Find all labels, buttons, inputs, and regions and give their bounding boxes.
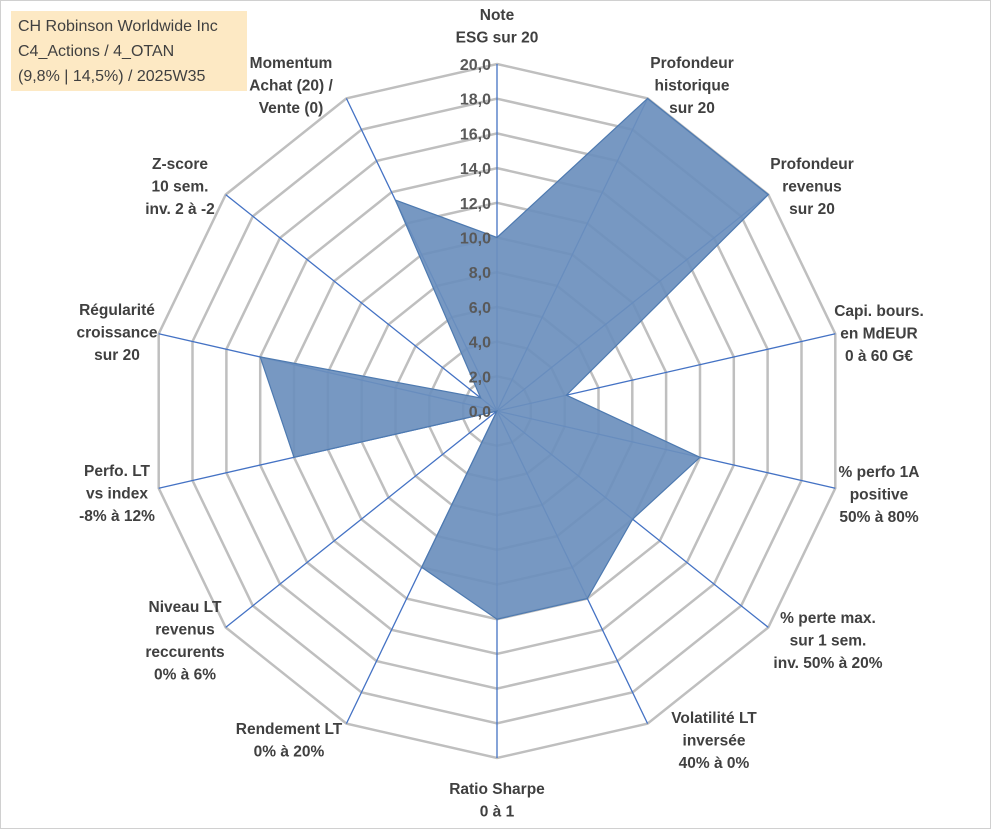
axis-label-6-line-0: Volatilité LT xyxy=(671,710,757,727)
axis-label-3: Capi. bours. en MdEUR 0 à 60 G€ xyxy=(834,303,924,365)
axis-label-0-line-0: Note xyxy=(480,7,515,24)
axis-label-6-line-2: 40% à 0% xyxy=(679,755,750,772)
axis-label-1-line-0: Profondeur xyxy=(650,55,734,72)
axis-label-9-line-0: Niveau LT xyxy=(149,599,222,616)
axis-label-5: % perte max. sur 1 sem. inv. 50% à 20% xyxy=(773,610,882,672)
axis-label-1: Profondeur historique sur 20 xyxy=(650,55,734,117)
axis-label-10-line-1: vs index xyxy=(86,486,148,503)
axis-spoke-12 xyxy=(225,194,498,412)
axis-label-11-line-1: croissance xyxy=(77,325,158,342)
series-area xyxy=(259,97,770,620)
axis-label-11-line-0: Régularité xyxy=(79,302,155,319)
axis-label-8: Rendement LT 0% à 20% xyxy=(236,721,343,761)
axis-label-3-line-0: Capi. bours. xyxy=(834,303,924,320)
axis-label-12-line-0: Z-score xyxy=(152,156,208,173)
axis-label-13-line-2: Vente (0) xyxy=(259,100,324,117)
axis-label-3-line-2: 0 à 60 G€ xyxy=(845,348,913,365)
title-line-2: C4_Actions / 4_OTAN xyxy=(18,43,175,60)
axis-label-9: Niveau LT revenus reccurents 0% à 6% xyxy=(145,599,224,684)
radar-series xyxy=(259,97,770,620)
tick-label-7: 14,0 xyxy=(460,161,491,178)
tick-label-3: 6,0 xyxy=(469,300,491,317)
axis-label-5-line-1: sur 1 sem. xyxy=(790,633,867,650)
axis-label-9-line-2: reccurents xyxy=(145,644,224,661)
axis-label-13: Momentum Achat (20) / Vente (0) xyxy=(249,55,333,117)
axis-label-0-line-1: ESG sur 20 xyxy=(456,30,539,47)
axis-label-2-line-2: sur 20 xyxy=(789,201,835,218)
axis-label-5-line-0: % perte max. xyxy=(780,610,876,627)
axis-label-10: Perfo. LT vs index -8% à 12% xyxy=(79,463,155,525)
tick-label-0: 0,0 xyxy=(469,404,491,421)
axis-spoke-9 xyxy=(225,410,498,628)
axis-label-10-line-0: Perfo. LT xyxy=(84,463,151,480)
axis-label-1-line-2: sur 20 xyxy=(669,100,715,117)
axis-label-11-line-2: sur 20 xyxy=(94,347,140,364)
axis-label-6: Volatilité LT inversée 40% à 0% xyxy=(671,710,757,772)
axis-label-12-line-1: 10 sem. xyxy=(152,179,209,196)
axis-label-12-line-2: inv. 2 à -2 xyxy=(145,201,215,218)
axis-label-8-line-1: 0% à 20% xyxy=(254,744,325,761)
axis-label-11: Régularité croissance sur 20 xyxy=(77,302,158,364)
axis-label-9-line-3: 0% à 6% xyxy=(154,667,216,684)
axis-label-7: Ratio Sharpe 0 à 1 xyxy=(449,781,545,821)
tick-label-4: 8,0 xyxy=(469,265,491,282)
radar-axis-labels: Note ESG sur 20 Profondeur historique sur 20… xyxy=(77,7,924,821)
axis-label-13-line-1: Achat (20) / xyxy=(249,78,333,95)
title-line-1: CH Robinson Worldwide Inc xyxy=(18,18,218,35)
axis-label-9-line-1: revenus xyxy=(155,622,214,639)
axis-label-2-line-1: revenus xyxy=(782,179,841,196)
axis-label-12: Z-score 10 sem. inv. 2 à -2 xyxy=(145,156,215,218)
title-box: CH Robinson Worldwide Inc C4_Actions / 4… xyxy=(11,11,247,91)
radar-tick-labels: 0,0 2,0 4,0 6,0 8,0 10,0 12,0 14,0 16,0 18,0 20,0 xyxy=(460,57,491,421)
axis-label-1-line-1: historique xyxy=(655,78,730,95)
tick-label-2: 4,0 xyxy=(469,335,491,352)
tick-label-10: 20,0 xyxy=(460,57,491,74)
axis-label-4-line-1: positive xyxy=(850,487,909,504)
axis-label-4: % perfo 1A positive 50% à 80% xyxy=(839,464,920,526)
tick-label-9: 18,0 xyxy=(460,92,491,109)
axis-label-7-line-1: 0 à 1 xyxy=(480,804,515,821)
axis-label-7-line-0: Ratio Sharpe xyxy=(449,781,545,798)
axis-label-8-line-0: Rendement LT xyxy=(236,721,343,738)
axis-label-0: Note ESG sur 20 xyxy=(456,7,539,47)
axis-label-2: Profondeur revenus sur 20 xyxy=(770,156,854,218)
tick-label-6: 12,0 xyxy=(460,196,491,213)
axis-label-5-line-2: inv. 50% à 20% xyxy=(773,655,882,672)
title-line-3: (9,8% | 14,5%) / 2025W35 xyxy=(18,68,206,85)
tick-label-5: 10,0 xyxy=(460,231,491,248)
axis-label-13-line-0: Momentum xyxy=(250,55,333,72)
tick-label-1: 2,0 xyxy=(469,369,491,386)
axis-label-6-line-1: inversée xyxy=(683,733,746,750)
axis-label-4-line-0: % perfo 1A xyxy=(839,464,920,481)
axis-label-2-line-0: Profondeur xyxy=(770,156,854,173)
axis-label-3-line-1: en MdEUR xyxy=(840,326,918,343)
tick-label-8: 16,0 xyxy=(460,126,491,143)
axis-label-10-line-2: -8% à 12% xyxy=(79,508,155,525)
axis-label-4-line-2: 50% à 80% xyxy=(839,509,918,526)
